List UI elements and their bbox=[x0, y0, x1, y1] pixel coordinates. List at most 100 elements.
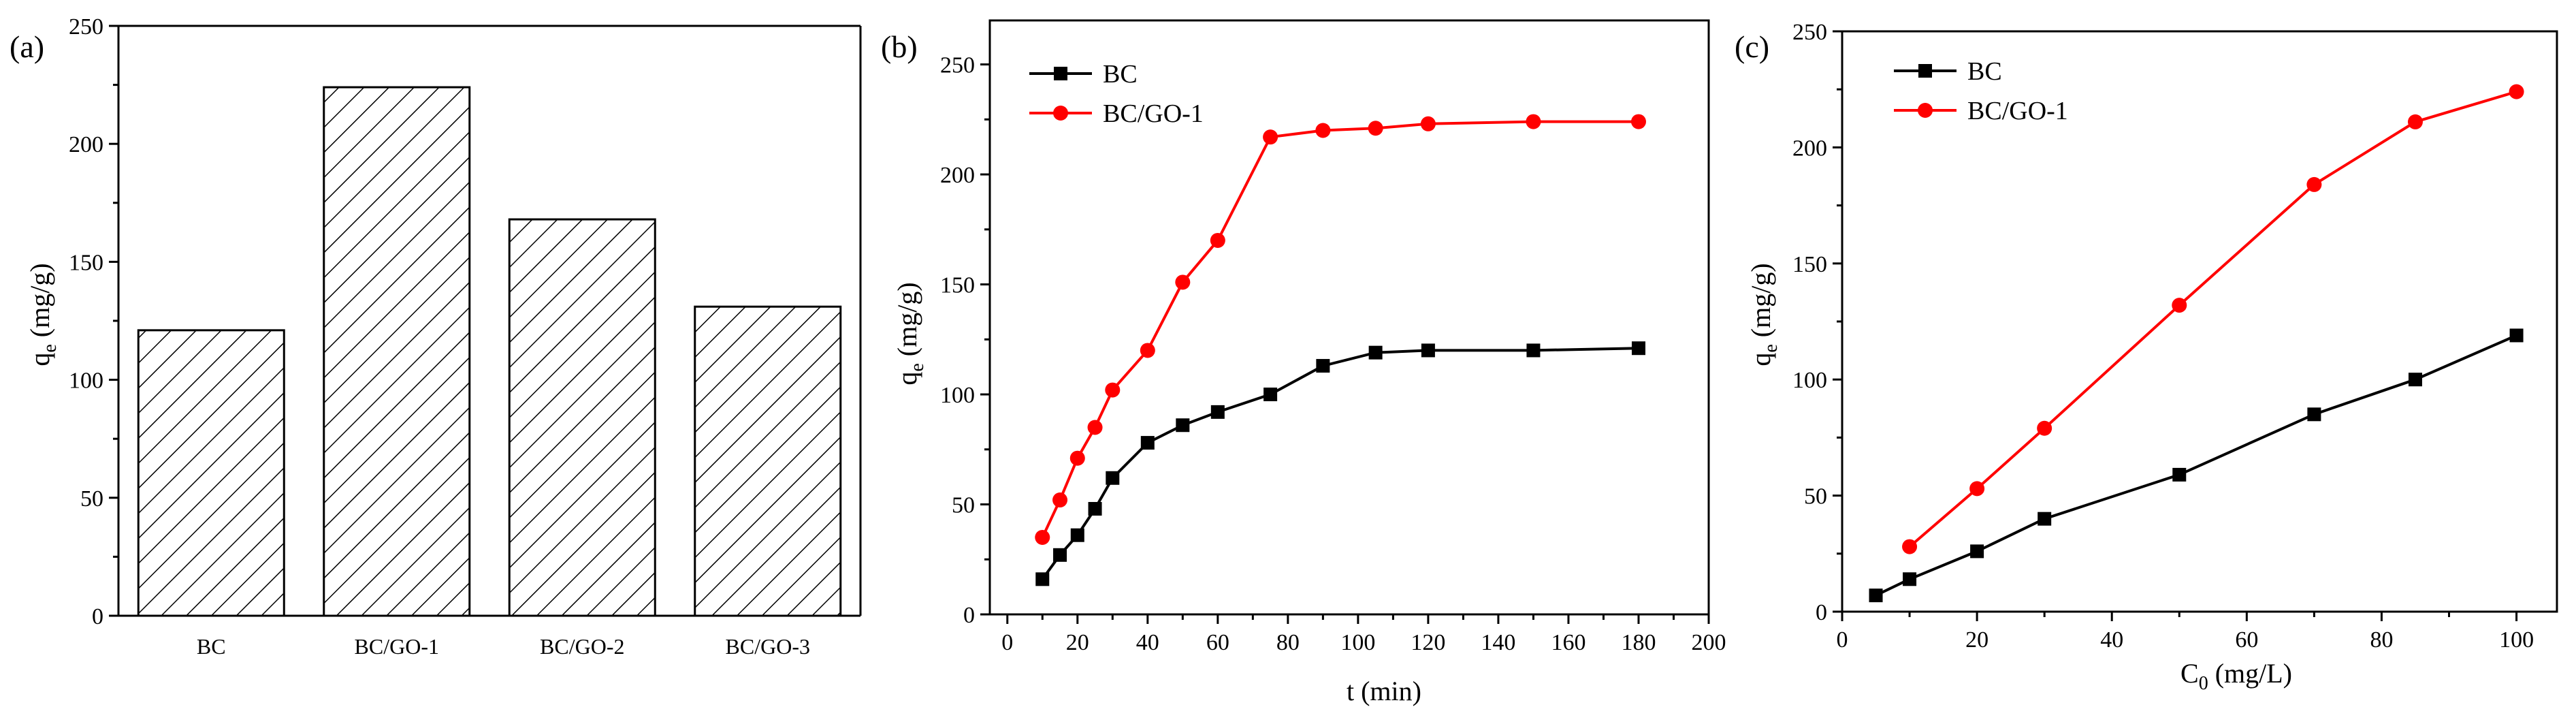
legend-marker-bc-go-1 bbox=[1053, 106, 1068, 121]
y-tick-label: 50 bbox=[1804, 484, 1827, 509]
x-tick-label: 40 bbox=[2100, 627, 2123, 653]
x-tick-label: 20 bbox=[1066, 630, 1089, 655]
legend-marker-bc bbox=[1054, 67, 1067, 80]
point-bc-go-1 bbox=[1210, 232, 1225, 248]
y-tick-label: 0 bbox=[1816, 600, 1827, 625]
bar-bc-go-1 bbox=[323, 86, 471, 617]
y-tick-label: 150 bbox=[940, 273, 975, 298]
y-tick-label: 200 bbox=[69, 132, 103, 157]
x-tick-label: 160 bbox=[1551, 630, 1585, 655]
x-tick-label: 0 bbox=[1837, 627, 1848, 653]
point-bc bbox=[1053, 548, 1067, 562]
y-tick-label: 0 bbox=[963, 603, 975, 628]
series-line-bc-go-1 bbox=[1041, 120, 1639, 538]
point-bc bbox=[1070, 528, 1084, 542]
point-bc-go-1 bbox=[1105, 382, 1121, 398]
panel-b-legend: BC BC/GO-1 bbox=[1029, 60, 1204, 128]
point-bc-go-1 bbox=[1052, 492, 1068, 508]
x-tick-label: 100 bbox=[2499, 627, 2534, 653]
x-tick-label: 200 bbox=[1692, 630, 1726, 655]
x-tick-label: 120 bbox=[1411, 630, 1445, 655]
panel-c-series bbox=[1869, 84, 2524, 603]
point-bc bbox=[2038, 512, 2052, 526]
point-bc-go-1 bbox=[1368, 121, 1383, 136]
x-tick-label: BC/GO-2 bbox=[540, 634, 624, 659]
panel-b-axes: 0 20 40 60 80 100 120 140 160 180 200 0 50 100 150 200 2… bbox=[940, 19, 1726, 655]
panel-a-bars bbox=[137, 86, 842, 617]
point-bc-go-1 bbox=[1315, 123, 1331, 138]
point-bc-go-1 bbox=[2172, 298, 2187, 313]
panel-c-label: (c) bbox=[1735, 29, 1769, 64]
point-bc-go-1 bbox=[2407, 114, 2423, 129]
panel-c-x-axis-label: C0 (mg/L) bbox=[2180, 658, 2292, 694]
point-bc bbox=[1368, 345, 1383, 360]
point-bc-go-1 bbox=[1087, 420, 1103, 435]
legend-marker-bc bbox=[1918, 64, 1932, 78]
point-bc-go-1 bbox=[1902, 539, 1918, 554]
point-bc bbox=[1526, 343, 1541, 358]
point-bc bbox=[1421, 343, 1435, 358]
point-bc bbox=[1106, 471, 1120, 485]
point-bc bbox=[2172, 467, 2187, 482]
point-bc-go-1 bbox=[1263, 129, 1278, 145]
legend-label-bc: BC bbox=[1967, 57, 2002, 86]
point-bc-go-1 bbox=[1140, 343, 1155, 358]
panel-c: (c) 0 20 40 60 80 100 0 50 100 150 200 250 BC BC/GO-… bbox=[1735, 20, 2558, 694]
point-bc-go-1 bbox=[1630, 114, 1646, 129]
legend-label-bc-go-1: BC/GO-1 bbox=[1103, 99, 1204, 128]
x-tick-label: 100 bbox=[1340, 630, 1375, 655]
legend-label-bc: BC bbox=[1103, 60, 1138, 89]
point-bc bbox=[1176, 418, 1190, 433]
panel-b-label: (b) bbox=[881, 29, 918, 64]
x-tick-label: 0 bbox=[1001, 630, 1013, 655]
x-tick-label: 60 bbox=[2235, 627, 2258, 653]
panel-a-label: (a) bbox=[10, 29, 44, 64]
bar-bc-go-2 bbox=[508, 218, 656, 617]
point-bc bbox=[1210, 405, 1225, 419]
point-bc bbox=[1088, 501, 1102, 516]
point-bc bbox=[2509, 328, 2524, 343]
x-tick-label: 20 bbox=[1965, 627, 1989, 653]
x-tick-label: BC/GO-3 bbox=[726, 634, 810, 659]
point-bc bbox=[1316, 359, 1330, 373]
y-tick-label: 200 bbox=[940, 163, 975, 188]
point-bc bbox=[1631, 341, 1645, 356]
series-line-bc-go-1 bbox=[1908, 90, 2517, 548]
point-bc bbox=[1903, 572, 1917, 586]
panel-a: (a) BC BC/GO-1 BC/GO-2 BC/GO-3 0 50 100 150 200 2… bbox=[10, 14, 862, 659]
point-bc-go-1 bbox=[1420, 116, 1436, 131]
x-tick-label: 80 bbox=[1276, 630, 1300, 655]
panel-a-axes: BC BC/GO-1 BC/GO-2 BC/GO-3 0 50 100 150 200 250 bbox=[69, 14, 862, 659]
y-tick-label: 150 bbox=[69, 250, 103, 275]
plot-frame bbox=[1841, 30, 2558, 613]
point-bc bbox=[1970, 544, 1984, 559]
x-tick-label: 40 bbox=[1136, 630, 1159, 655]
series-line-bc bbox=[1041, 347, 1639, 580]
point-bc-go-1 bbox=[1969, 481, 1985, 497]
panel-c-axes: 0 20 40 60 80 100 0 50 100 150 200 250 bbox=[1792, 20, 2558, 653]
y-tick-label: 200 bbox=[1792, 136, 1827, 161]
y-tick-label: 250 bbox=[69, 14, 103, 40]
point-bc bbox=[1035, 572, 1050, 586]
panel-b-series bbox=[1035, 114, 1646, 586]
point-bc-go-1 bbox=[2037, 420, 2052, 436]
point-bc-go-1 bbox=[1175, 274, 1191, 290]
x-tick-label: BC/GO-1 bbox=[355, 634, 439, 659]
point-bc-go-1 bbox=[2306, 176, 2322, 192]
bar-bc bbox=[137, 329, 285, 617]
bar-bc-go-3 bbox=[694, 305, 842, 617]
y-tick-label: 50 bbox=[952, 493, 975, 518]
series-line-bc bbox=[1875, 334, 2517, 597]
point-bc bbox=[1140, 436, 1155, 450]
x-tick-label: 60 bbox=[1206, 630, 1229, 655]
point-bc-go-1 bbox=[1069, 450, 1085, 466]
panel-c-legend: BC BC/GO-1 bbox=[1894, 57, 2068, 125]
legend-label-bc-go-1: BC/GO-1 bbox=[1967, 97, 2068, 125]
point-bc-go-1 bbox=[1035, 529, 1050, 545]
point-bc bbox=[1869, 588, 1883, 603]
x-tick-label: 180 bbox=[1621, 630, 1656, 655]
panel-a-y-axis-label: qe (mg/g) bbox=[25, 263, 61, 366]
point-bc-go-1 bbox=[1526, 114, 1541, 129]
x-tick-label: BC bbox=[197, 634, 226, 659]
